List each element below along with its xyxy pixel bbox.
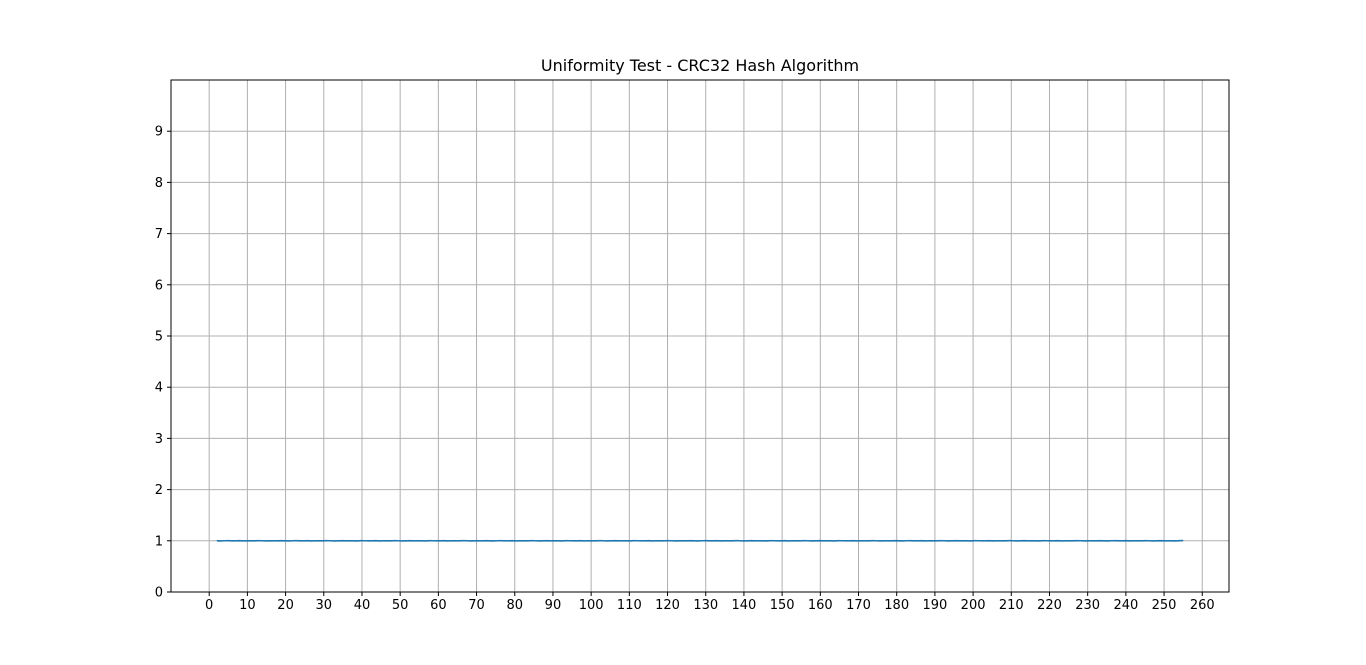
x-tick-label: 0 xyxy=(205,598,213,613)
y-tick-label: 2 xyxy=(155,483,163,498)
y-tick-label: 4 xyxy=(155,381,163,396)
y-tick-label: 0 xyxy=(155,586,163,601)
y-axis-ticks: 0 1 2 3 4 5 6 7 8 9 xyxy=(155,125,171,601)
x-tick-label: 10 xyxy=(239,598,256,613)
y-tick-label: 3 xyxy=(155,432,163,447)
x-tick-label: 110 xyxy=(617,598,642,613)
grid-lines xyxy=(171,80,1229,593)
y-tick-label: 1 xyxy=(155,534,163,549)
x-tick-label: 250 xyxy=(1152,598,1177,613)
x-tick-label: 120 xyxy=(655,598,680,613)
x-tick-label: 220 xyxy=(1037,598,1062,613)
x-tick-label: 160 xyxy=(808,598,833,613)
x-tick-label: 150 xyxy=(770,598,795,613)
x-tick-label: 60 xyxy=(430,598,447,613)
x-tick-label: 230 xyxy=(1075,598,1100,613)
x-tick-label: 130 xyxy=(693,598,718,613)
x-tick-label: 80 xyxy=(506,598,523,613)
x-tick-label: 260 xyxy=(1190,598,1215,613)
x-axis-ticks: 0 10 20 30 40 50 60 70 80 90 100 110 120 130 140 150 160… xyxy=(205,592,1215,613)
x-tick-label: 240 xyxy=(1113,598,1138,613)
y-tick-label: 7 xyxy=(155,227,163,242)
y-tick-label: 5 xyxy=(155,330,163,345)
x-tick-label: 100 xyxy=(579,598,604,613)
x-tick-label: 90 xyxy=(545,598,562,613)
x-tick-label: 70 xyxy=(468,598,485,613)
x-tick-label: 190 xyxy=(922,598,947,613)
x-tick-label: 40 xyxy=(354,598,371,613)
y-tick-label: 6 xyxy=(155,278,163,293)
x-tick-label: 180 xyxy=(884,598,909,613)
y-tick-label: 9 xyxy=(155,125,163,140)
x-tick-label: 200 xyxy=(961,598,986,613)
x-tick-label: 20 xyxy=(277,598,294,613)
chart-title: Uniformity Test - CRC32 Hash Algorithm xyxy=(541,56,859,75)
x-tick-label: 140 xyxy=(732,598,757,613)
x-tick-label: 170 xyxy=(846,598,871,613)
x-tick-label: 30 xyxy=(316,598,333,613)
x-tick-label: 50 xyxy=(392,598,409,613)
y-tick-label: 8 xyxy=(155,176,163,191)
x-tick-label: 210 xyxy=(999,598,1024,613)
